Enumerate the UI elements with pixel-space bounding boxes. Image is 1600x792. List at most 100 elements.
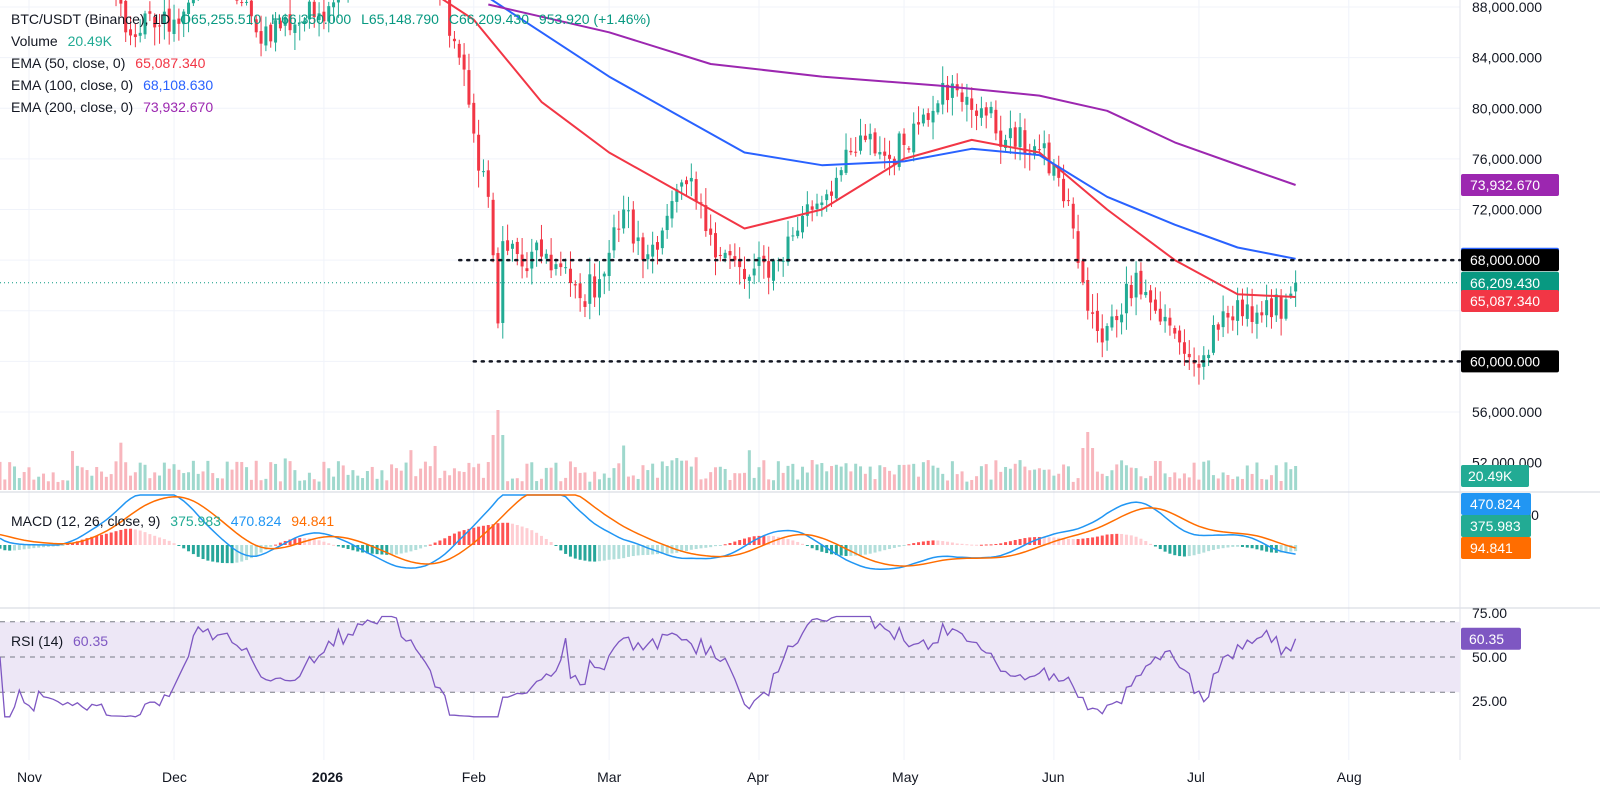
macd-hist-bar — [1057, 537, 1061, 545]
candle-body — [670, 201, 674, 219]
candle-body — [240, 2, 244, 4]
candle — [288, 0, 292, 36]
candle-body — [1110, 316, 1114, 328]
candle — [796, 216, 800, 239]
volume-bar — [1231, 479, 1235, 490]
candle-body — [767, 261, 771, 278]
volume-bar — [1153, 460, 1157, 490]
macd-hist-bar — [114, 531, 118, 545]
macd-hist-bar — [1028, 537, 1032, 545]
candle — [486, 160, 490, 208]
macd-hist-bar — [327, 543, 331, 545]
macd-hist-bar — [1095, 536, 1099, 545]
macd-hist-bar — [825, 545, 829, 554]
candle-body — [1149, 290, 1153, 303]
volume-bar — [303, 480, 307, 490]
candle — [762, 245, 766, 279]
candle — [1071, 197, 1075, 239]
candle — [119, 0, 123, 17]
level-60000-badge: 60,000.000 — [1470, 353, 1540, 369]
candle-body — [564, 267, 568, 269]
candle — [235, 0, 239, 5]
macd-hist-bar — [743, 538, 747, 545]
candle-body — [177, 18, 181, 24]
level-68000-badge-bg — [1461, 249, 1559, 272]
volume-bar — [839, 466, 843, 490]
macd-hist-bar — [312, 539, 316, 545]
macd-hist-bar — [201, 545, 205, 560]
macd-hist-bar — [728, 543, 732, 545]
macd-signal-badge-bg — [1461, 537, 1531, 559]
macd-hist-bar — [66, 543, 70, 545]
volume-bar — [815, 464, 819, 490]
candle-body — [743, 268, 747, 280]
macd-hist-bar — [1076, 539, 1080, 545]
candle-body — [1187, 353, 1191, 358]
macd-hist-bar — [539, 535, 543, 545]
candle — [1168, 308, 1172, 336]
volume-bar — [172, 464, 176, 490]
ema100-legend-row[interactable]: EMA (100, close, 0) 68,108.630 — [11, 74, 651, 96]
macd-hist-bar — [399, 545, 403, 554]
candles — [115, 0, 1298, 385]
volume-bar — [148, 478, 152, 490]
symbol-title[interactable]: BTC/USDT (Binance) — [11, 11, 145, 27]
last-price-badge-bg — [1461, 271, 1559, 294]
volume-bar — [1134, 468, 1138, 490]
last-price-badge: 66,209.430 — [1470, 275, 1540, 291]
macd-hist-bar — [617, 545, 621, 559]
price-axis-tick: 76,000.000 — [1472, 151, 1542, 167]
macd-hist-bar — [1062, 538, 1066, 545]
macd-hist-bar — [472, 527, 476, 545]
volume-bar — [520, 481, 524, 490]
time-axis-label: Aug — [1337, 769, 1362, 785]
volume-bar — [1236, 476, 1240, 490]
volume-bar — [1197, 479, 1201, 490]
macd-hist-bar — [1100, 535, 1104, 545]
candle-body — [235, 0, 239, 1]
candle-body — [680, 182, 684, 187]
rsi-legend[interactable]: RSI (14) 60.35 — [11, 630, 108, 652]
volume-bar — [651, 463, 655, 490]
volume-legend-row[interactable]: Volume 20.49K — [11, 30, 651, 52]
volume-bar — [1192, 462, 1196, 490]
candle — [1124, 266, 1128, 330]
candle — [1129, 275, 1133, 307]
candle — [583, 294, 587, 318]
macd-hist-bar — [278, 542, 282, 545]
volume-bar — [607, 477, 611, 490]
volume-bar — [8, 462, 12, 490]
candle-body — [452, 38, 456, 42]
macd-hist-bar — [921, 541, 925, 545]
candle — [747, 274, 751, 299]
candle — [612, 214, 616, 259]
ema200-legend-row[interactable]: EMA (200, close, 0) 73,932.670 — [11, 96, 651, 118]
macd-hist-bar — [602, 545, 606, 561]
candle-body — [501, 241, 505, 323]
candle — [1023, 118, 1027, 169]
macd-line — [0, 494, 1296, 570]
candle — [728, 244, 732, 270]
macd-hist-bar — [419, 545, 423, 549]
volume-bar — [472, 467, 476, 490]
macd-legend[interactable]: MACD (12, 26, close, 9) 375.983 470.824 … — [11, 510, 334, 532]
macd-hist-bar — [148, 534, 152, 545]
macd-hist-bar — [1265, 545, 1269, 552]
volume-bar — [85, 470, 89, 490]
candle-body — [689, 177, 693, 182]
macd-hist-bar — [868, 545, 872, 554]
macd-hist-bar — [85, 538, 89, 545]
interval-label[interactable]: 1D — [152, 11, 171, 27]
level-68000-badge: 68,000.000 — [1470, 252, 1540, 268]
macd-hist-bar — [979, 544, 983, 546]
candle — [1028, 143, 1032, 171]
candle — [912, 112, 916, 162]
candle — [921, 108, 925, 127]
volume-bar — [684, 460, 688, 490]
macd-hist-bar — [907, 544, 911, 546]
volume-bar — [322, 461, 326, 490]
ema50-legend-row[interactable]: EMA (50, close, 0) 65,087.340 — [11, 52, 651, 74]
volume-bar — [216, 478, 220, 490]
